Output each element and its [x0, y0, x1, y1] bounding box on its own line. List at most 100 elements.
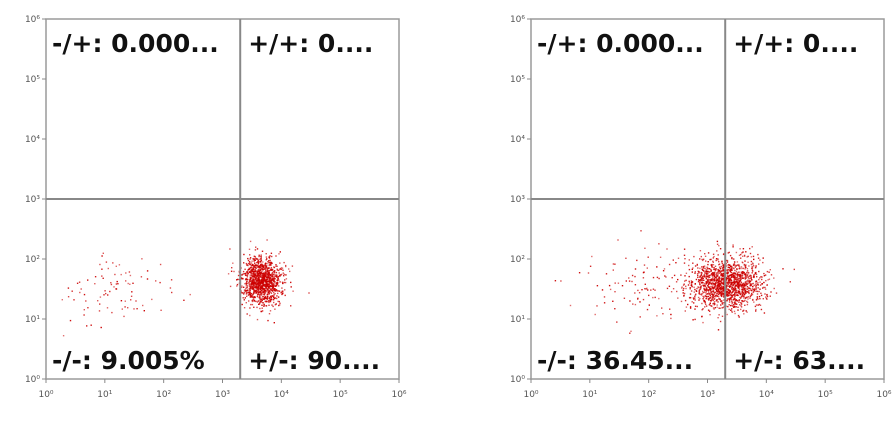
- event-dot: [94, 276, 97, 278]
- event-dot: [587, 272, 590, 274]
- event-dot: [746, 301, 749, 304]
- event-dot: [743, 289, 745, 291]
- event-dot: [261, 286, 263, 288]
- event-dot: [252, 266, 254, 269]
- event-dot: [717, 254, 719, 256]
- event-dot: [716, 288, 719, 290]
- event-dot: [751, 283, 753, 285]
- event-dot: [752, 285, 754, 288]
- event-dot: [728, 299, 731, 301]
- event-dot: [263, 279, 265, 281]
- event-dot: [266, 273, 269, 275]
- event-dot: [735, 264, 737, 267]
- event-dot: [259, 299, 261, 301]
- event-dot: [263, 284, 266, 286]
- event-dot: [109, 290, 111, 293]
- event-dot: [693, 291, 695, 293]
- scatter-plot-right: -/+: 0.000... +/+: 0....-/-: 36.45... +/-:…: [510, 15, 892, 400]
- event-dot: [101, 268, 103, 270]
- event-dot: [254, 266, 256, 268]
- event-dot: [254, 283, 256, 285]
- event-dot: [722, 263, 724, 266]
- event-dot: [697, 267, 699, 269]
- event-dot: [732, 272, 734, 274]
- event-dot: [260, 310, 262, 313]
- event-dot: [710, 285, 712, 288]
- event-dot: [107, 294, 109, 296]
- event-dot: [705, 296, 708, 298]
- event-dot: [711, 305, 713, 307]
- event-dot: [690, 283, 693, 285]
- event-dot: [708, 279, 710, 281]
- event-dot: [249, 291, 251, 294]
- event-dot: [752, 298, 754, 301]
- event-dot: [730, 274, 732, 276]
- event-dot: [723, 294, 725, 296]
- event-dot: [718, 272, 721, 274]
- event-dot: [726, 282, 728, 284]
- event-dot: [755, 287, 757, 289]
- event-dot: [113, 286, 115, 288]
- event-dot: [278, 290, 281, 292]
- event-dot: [693, 297, 695, 299]
- event-dot: [254, 285, 257, 287]
- event-dot: [704, 306, 706, 308]
- event-dot: [691, 268, 693, 270]
- event-dot: [714, 286, 716, 288]
- event-dot: [251, 269, 254, 271]
- event-dot: [734, 269, 736, 272]
- event-dot: [742, 267, 744, 270]
- event-dot: [278, 304, 280, 307]
- x-tick-label: 10⁵: [818, 390, 833, 400]
- event-dot: [76, 282, 79, 284]
- event-dot: [127, 282, 129, 285]
- event-dot: [682, 292, 684, 294]
- event-dot: [757, 284, 759, 286]
- event-dot: [710, 279, 712, 281]
- event-dot: [254, 280, 257, 283]
- event-dot: [740, 292, 742, 294]
- x-tick-label: 10³: [215, 390, 230, 400]
- event-dot: [731, 269, 733, 271]
- event-dot: [728, 280, 731, 282]
- event-dot: [708, 299, 710, 301]
- event-dot: [738, 280, 740, 282]
- event-dot: [308, 292, 310, 294]
- event-dot: [272, 270, 275, 272]
- event-dot: [721, 285, 723, 287]
- event-dot: [741, 252, 743, 254]
- event-dot: [717, 258, 719, 260]
- event-dot: [270, 277, 272, 279]
- event-dot: [736, 281, 738, 284]
- event-dot: [757, 253, 759, 256]
- event-dot: [733, 264, 735, 267]
- event-dot: [256, 261, 258, 264]
- event-dot: [748, 287, 751, 289]
- event-dot: [276, 281, 278, 284]
- event-dot: [717, 301, 719, 303]
- event-dot: [720, 284, 722, 287]
- event-dot: [702, 258, 705, 260]
- event-dot: [733, 302, 736, 304]
- event-dot: [696, 263, 698, 266]
- event-dot: [276, 265, 278, 267]
- event-dot: [268, 264, 270, 267]
- event-dot: [128, 271, 131, 273]
- event-dot: [256, 318, 259, 321]
- y-tick-label: 10⁰: [510, 375, 525, 385]
- event-dot: [688, 259, 690, 261]
- event-dot: [260, 294, 262, 297]
- event-dot: [634, 303, 637, 306]
- y-tick-label: 10⁵: [25, 75, 40, 85]
- event-dot: [698, 289, 700, 291]
- event-dot: [741, 275, 744, 277]
- event-dot: [250, 262, 253, 264]
- event-dot: [711, 287, 714, 289]
- event-dot: [254, 286, 257, 289]
- y-tick-label: 10⁶: [510, 15, 525, 25]
- event-dot: [730, 294, 732, 297]
- event-dot: [246, 281, 248, 283]
- event-dot: [266, 239, 268, 241]
- event-dot: [263, 282, 265, 284]
- event-dot: [738, 290, 740, 292]
